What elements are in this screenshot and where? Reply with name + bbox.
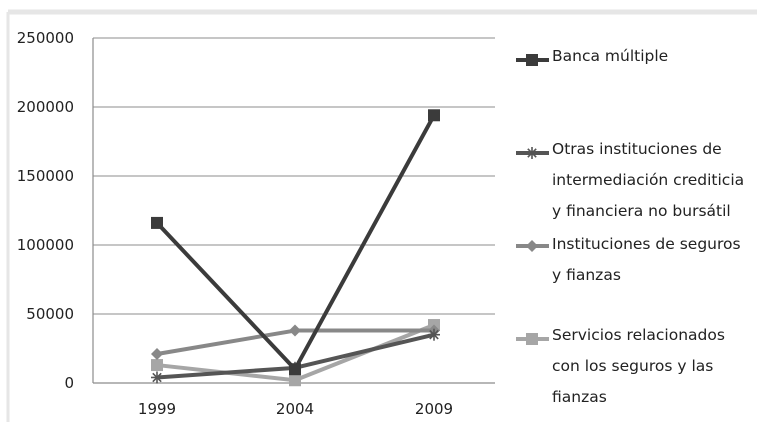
x-tick-label: 2009: [415, 400, 453, 418]
y-tick-label: 250000: [17, 29, 74, 47]
data-point: [151, 371, 163, 384]
data-point: [289, 363, 301, 376]
series-group: [151, 109, 440, 387]
y-tick-label: 150000: [17, 167, 74, 185]
data-point: [526, 333, 538, 345]
y-tick-label: 0: [64, 374, 74, 392]
data-point: [151, 359, 163, 372]
x-tick-label: 2004: [276, 400, 314, 418]
data-point: [526, 54, 538, 66]
data-point: [289, 374, 301, 387]
tick-labels: 0 50000 100000 150000 200000 250000 1999 2004 20…: [17, 29, 453, 418]
x-tick-label: 1999: [138, 400, 176, 418]
data-point: [289, 324, 301, 337]
legend-entry: Otras instituciones de intermediación cr…: [552, 140, 745, 220]
data-point: [428, 109, 440, 122]
legend-entry: Banca múltiple: [552, 47, 669, 65]
data-point: [526, 147, 538, 159]
data-point: [428, 328, 440, 341]
gridlines: [93, 37, 495, 315]
y-tick-label: 100000: [17, 236, 74, 254]
data-point: [151, 216, 163, 229]
data-point: [526, 240, 538, 252]
legend-entry: Servicios relacionados con los seguros y…: [552, 326, 725, 406]
y-tick-label: 200000: [17, 98, 74, 116]
legend-entry: Instituciones de seguros y fianzas: [552, 235, 741, 284]
data-point: [151, 348, 163, 361]
legend-markers: [516, 54, 549, 345]
y-tick-label: 50000: [26, 305, 74, 323]
